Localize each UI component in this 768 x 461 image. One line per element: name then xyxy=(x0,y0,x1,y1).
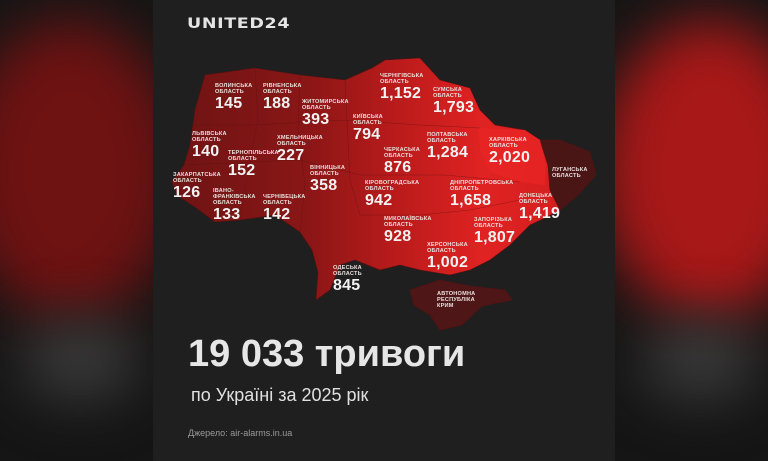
region-mykolaiv: Миколаївська ОБЛАСТЬ 928 xyxy=(384,216,432,245)
region-poltava: Полтавська ОБЛАСТЬ 1,284 xyxy=(427,132,469,161)
ukraine-outline xyxy=(171,57,561,301)
region-kharkiv xyxy=(478,128,546,185)
headline: 19 033 тривоги xyxy=(188,333,466,375)
region-kharkiv-label: Харківська ОБЛАСТЬ 2,020 xyxy=(489,137,531,166)
region-zhytomyr: Житомирська ОБЛАСТЬ 393 xyxy=(302,99,349,128)
region-chernivtsi: Чернівецька ОБЛАСТЬ 142 xyxy=(263,194,306,223)
region-kirovohrad: Кіровоградська ОБЛАСТЬ 942 xyxy=(365,180,420,209)
region-dnipropetrovsk: Дніпропетровська ОБЛАСТЬ 1,658 xyxy=(450,180,514,209)
region-rivne: Рівненська ОБЛАСТЬ 188 xyxy=(263,83,302,112)
region-khmelnytskyi: Хмельницька ОБЛАСТЬ 227 xyxy=(277,135,323,164)
region-zakarpattia: Закарпатська ОБЛАСТЬ 126 xyxy=(173,172,221,201)
region-kyiv: Київська ОБЛАСТЬ 794 xyxy=(353,114,383,143)
region-volyn: Волинська ОБЛАСТЬ 145 xyxy=(215,83,253,112)
region-crimea-label: АВТОНОМНА РЕСПУБЛІКА КРИМ xyxy=(437,291,476,309)
region-luhansk-label: Луганська ОБЛАСТЬ xyxy=(552,167,588,179)
brand-logo: UNITED24 xyxy=(187,16,291,32)
region-crimea xyxy=(409,279,513,331)
region-zaporizhzhia: Запорізька ОБЛАСТЬ 1,807 xyxy=(474,217,516,246)
region-kherson: Херсонська ОБЛАСТЬ 1,002 xyxy=(427,242,469,271)
source-note: Джерело: air-alarms.in.ua xyxy=(188,428,293,438)
region-donetsk: Донецька ОБЛАСТЬ 1,419 xyxy=(519,193,561,222)
region-ivano-frankivsk: ІВАНО- ФРАНКІВСЬКА ОБЛАСТЬ 133 xyxy=(213,188,256,223)
region-lviv: Львівська ОБЛАСТЬ 140 xyxy=(192,131,227,160)
region-vinnytsia: Вінницька ОБЛАСТЬ 358 xyxy=(310,165,346,194)
subtitle: по Україні за 2025 рік xyxy=(191,385,369,405)
region-odesa: Одеська ОБЛАСТЬ 845 xyxy=(333,265,362,294)
region-luhansk xyxy=(539,139,597,211)
region-cherkasy: Черкаська ОБЛАСТЬ 876 xyxy=(384,147,421,176)
region-chernihiv: Чернігівська ОБЛАСТЬ 1,152 xyxy=(380,73,424,102)
region-ternopil: Тернопільська ОБЛАСТЬ 152 xyxy=(228,150,279,179)
region-sumy: Сумська ОБЛАСТЬ 1,793 xyxy=(433,87,475,116)
